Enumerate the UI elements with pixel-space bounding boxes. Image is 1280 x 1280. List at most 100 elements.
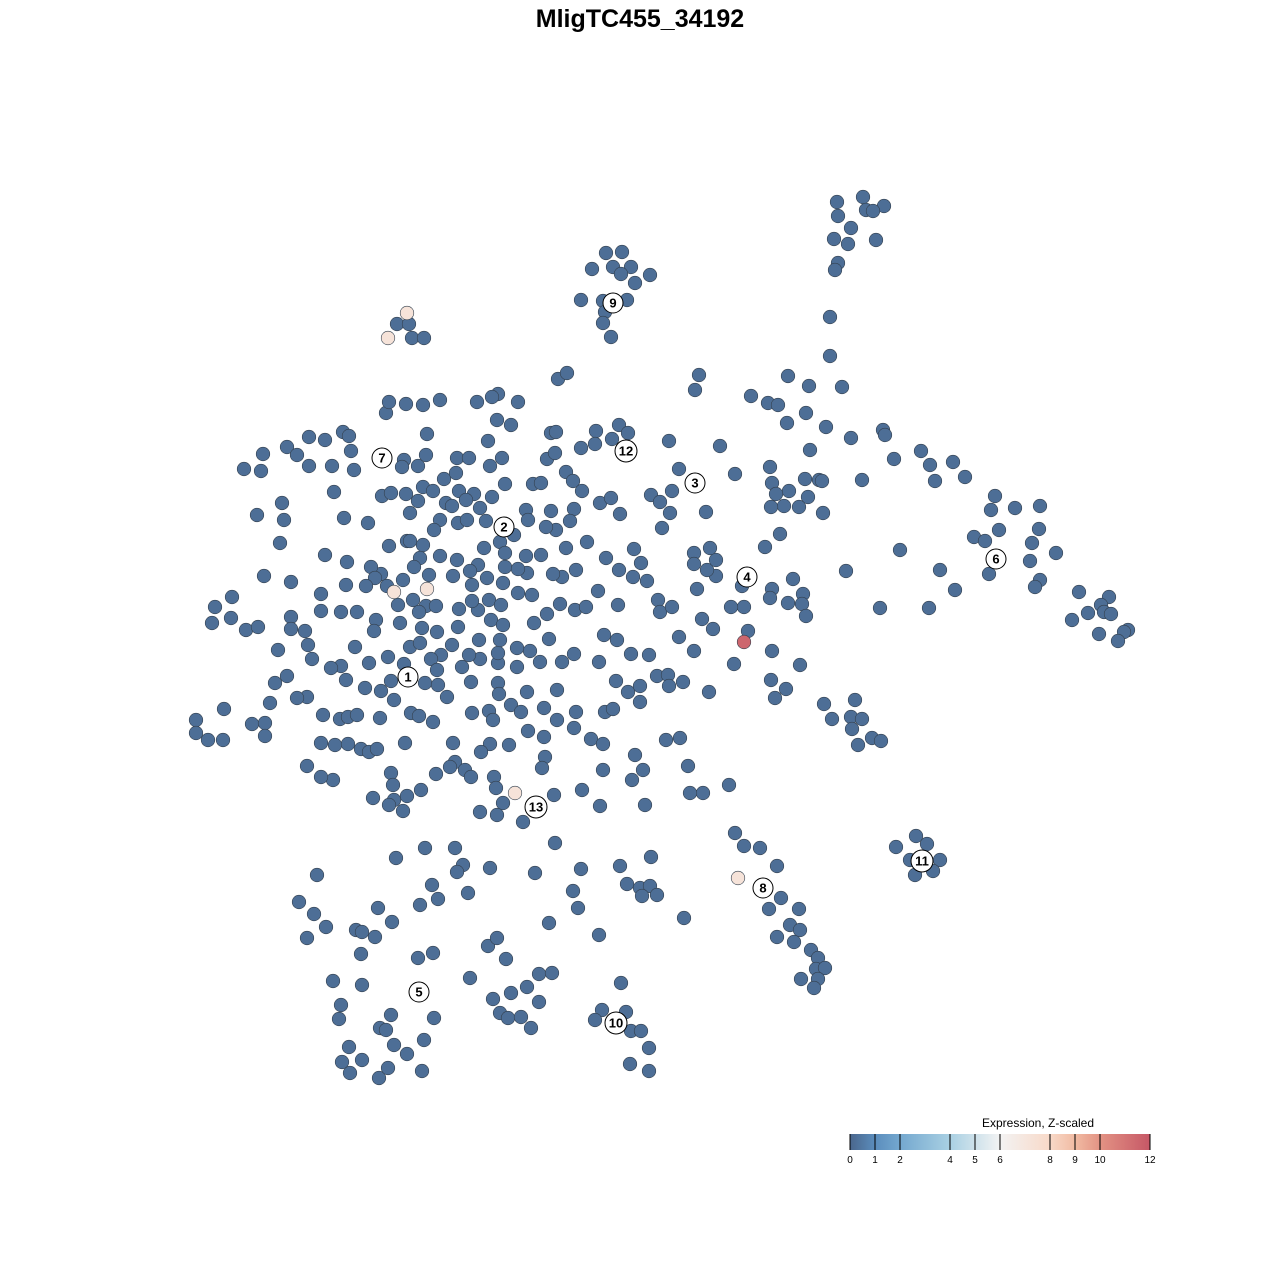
data-point [482,458,498,474]
data-point [642,267,658,283]
data-point [394,459,410,475]
data-point [495,795,511,811]
data-point [500,1010,516,1026]
data-point [592,798,608,814]
cluster-label-badge [602,292,624,314]
data-point [850,737,866,753]
data-point [826,231,842,247]
data-point [672,730,688,746]
data-point [661,433,677,449]
data-point [370,900,386,916]
data-point [501,737,517,753]
data-point [361,655,377,671]
data-point [397,735,413,751]
data-point [664,483,680,499]
data-point [519,979,535,995]
data-point [694,611,710,627]
data-point [583,731,599,747]
data-point [416,1032,432,1048]
data-point [336,510,352,526]
data-point [367,570,383,586]
data-point [538,519,554,535]
data-point [385,777,401,793]
data-point [509,659,525,675]
data-point [603,329,619,345]
data-point [558,540,574,556]
data-point [822,348,838,364]
data-point [399,1046,415,1062]
data-point [806,980,822,996]
data-point [430,677,446,693]
data-point [570,900,586,916]
data-point [843,430,859,446]
data-point [250,619,266,635]
data-point [503,985,519,1001]
data-point [552,596,568,612]
data-point [625,569,641,585]
data-point [495,617,511,633]
data-point [495,575,511,591]
data-point [244,716,260,732]
data-point [822,309,838,325]
data-point [325,973,341,989]
data-point [652,604,668,620]
data-point [476,540,492,556]
data-point [349,707,365,723]
data-point [494,450,510,466]
cluster-label-badge [397,666,419,688]
data-point [633,555,649,571]
data-point [611,417,627,433]
data-point [886,451,902,467]
data-point [838,563,854,579]
data-point [1064,612,1080,628]
data-point [868,232,884,248]
data-point [541,915,557,931]
data-point [304,651,320,667]
colorbar-tick-label: 4 [947,1155,953,1166]
data-point [418,447,434,463]
data-point [279,668,295,684]
data-point [686,643,702,659]
cluster-label-text: 9 [609,296,616,311]
cluster-label-badge [493,516,515,538]
data-point [358,578,374,594]
data-point [346,462,362,478]
data-point [462,970,478,986]
data-point [523,1020,539,1036]
data-point [480,938,496,954]
data-point [769,858,785,874]
data-point [349,604,365,620]
cluster-label-text: 12 [619,444,633,459]
data-point [390,597,406,613]
data-point [865,203,881,219]
data-point [283,621,299,637]
data-point [411,604,427,620]
cluster-label-text: 13 [529,800,543,815]
data-point [945,454,961,470]
data-point [792,922,808,938]
data-point [793,971,809,987]
data-point [927,473,943,489]
data-point [549,682,565,698]
data-point [354,977,370,993]
cluster-label: 7 [371,447,393,469]
data-point [699,562,715,578]
cluster-label-badge [910,849,934,873]
data-point [855,189,871,205]
data-point [664,599,680,615]
data-point [652,494,668,510]
data-point [309,867,325,883]
data-point [662,505,678,521]
data-point [776,498,792,514]
data-point [454,659,470,675]
data-point [404,330,420,346]
data-point [611,562,627,578]
data-point [622,1056,638,1072]
data-point [357,680,373,696]
data-point [689,581,705,597]
data-point [743,388,759,404]
data-point [399,305,415,321]
data-point [416,330,432,346]
data-point [490,645,506,661]
